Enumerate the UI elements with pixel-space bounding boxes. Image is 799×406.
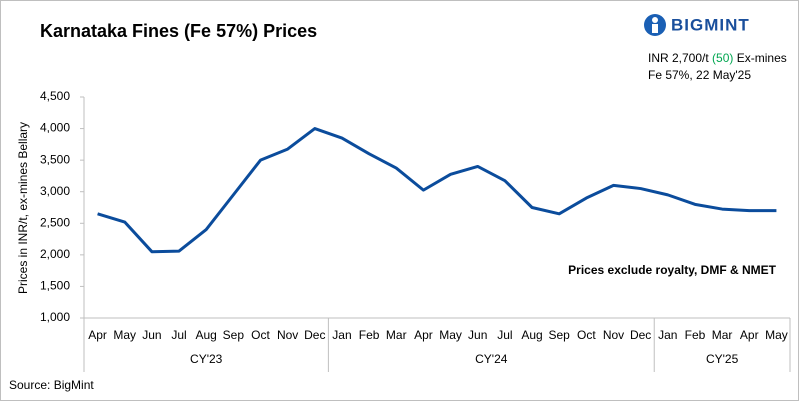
y-tick-label: 3,000 [40, 184, 70, 198]
x-tick-label: Oct [577, 328, 596, 342]
line [97, 127, 777, 254]
price-note: INR 2,700/t (50) Ex-mines [648, 51, 787, 65]
group-label: CY'24 [475, 352, 508, 366]
x-tick-label: Feb [685, 328, 706, 342]
note: Prices exclude royalty, DMF & NMET [568, 263, 777, 277]
logo-text: BIGMINT [671, 15, 750, 34]
x-tick-label: Feb [359, 328, 380, 342]
logo-icon-part [652, 24, 658, 33]
y-tick-label: 4,500 [40, 89, 70, 103]
group-label: CY'23 [190, 352, 223, 366]
x-tick-label: Dec [304, 328, 325, 342]
x-tick-label: Apr [88, 328, 107, 342]
logo-icon-part [652, 17, 658, 23]
x-tick-label: Jan [332, 328, 351, 342]
y-tick-label: 2,500 [40, 215, 70, 229]
x-tick-label: May [113, 328, 136, 342]
source: Source: BigMint [9, 378, 94, 392]
x-tick-label: Aug [521, 328, 542, 342]
y-tick-label: 1,500 [40, 279, 70, 293]
price-change: (50) [712, 51, 733, 65]
x-tick-label: Apr [740, 328, 759, 342]
y-tick-label: 2,000 [40, 247, 70, 261]
price-basis: Ex-mines [737, 51, 787, 65]
x-tick-label: May [765, 328, 788, 342]
y-tick-label: 1,000 [40, 310, 70, 324]
logo: BIGMINT [644, 14, 750, 36]
x-tick-label: Mar [712, 328, 733, 342]
price: INR 2,700/t [648, 51, 709, 65]
x-tick-label: Jul [497, 328, 512, 342]
y-tick-label: 3,500 [40, 152, 70, 166]
price-date: Fe 57%, 22 May'25 [648, 68, 751, 82]
x-tick-label: May [439, 328, 462, 342]
x-tick-label: Sep [549, 328, 571, 342]
x-tick-label: Oct [251, 328, 270, 342]
y-axis-title: Prices in INR/t, ex-mines Bellary [16, 122, 30, 294]
x-tick-label: Jun [468, 328, 487, 342]
x-tick-label: Nov [603, 328, 624, 342]
x-tick-label: Dec [630, 328, 651, 342]
x-tick-label: Mar [386, 328, 407, 342]
y-tick-label: 4,000 [40, 121, 70, 135]
group-label: CY'25 [706, 352, 739, 366]
x-tick-label: Jun [142, 328, 161, 342]
x-tick-label: Jul [171, 328, 186, 342]
chart-title: Karnataka Fines (Fe 57%) Prices [40, 21, 317, 41]
x-tick-label: Sep [223, 328, 245, 342]
x-tick-label: Aug [196, 328, 217, 342]
x-tick-label: Jan [658, 328, 677, 342]
x-tick-label: Nov [277, 328, 298, 342]
x-tick-label: Apr [414, 328, 433, 342]
